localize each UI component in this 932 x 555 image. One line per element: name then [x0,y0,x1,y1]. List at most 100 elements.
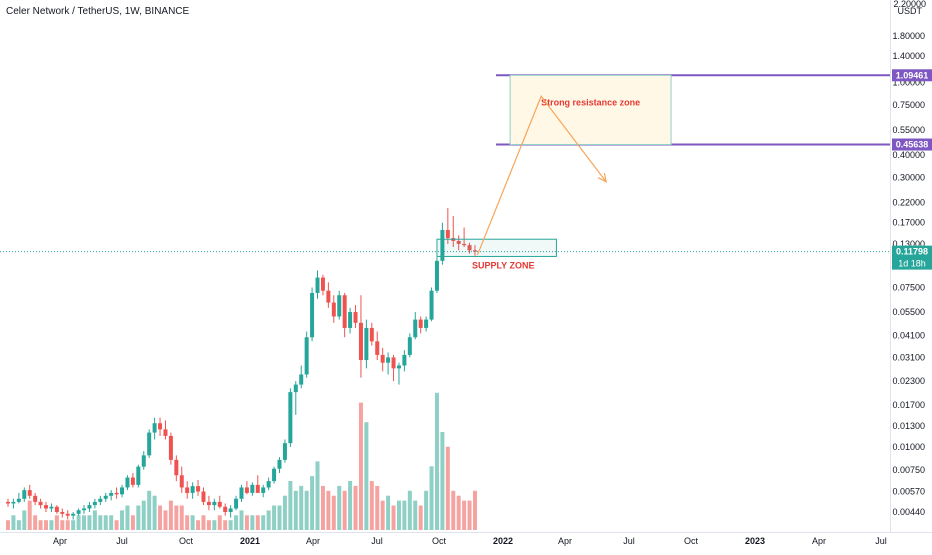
y-tick-label-0: 1.80000 [892,31,925,41]
volume-bar [217,515,222,530]
y-tick-label-6: 0.30000 [892,173,925,183]
candle-body [358,322,363,361]
volume-bar [234,515,239,530]
candle-body [217,501,222,507]
volume-bar [11,515,16,530]
candle-body [185,487,190,493]
x-tick-label-9: Jul [623,536,635,546]
candle-body [120,487,125,495]
candle-body [348,312,353,328]
candle-body [375,341,380,355]
volume-bar [429,466,434,530]
chart-title: Celer Network / TetherUS, 1W, BINANCE [6,6,190,17]
candle-body [255,484,260,493]
volume-bar [304,490,309,530]
volume-bar [98,515,103,530]
volume-bar [451,490,456,530]
candle-body [261,487,266,493]
candle-body [223,506,228,512]
volume-bar [315,461,320,530]
y-tick-label-9: 0.13000 [892,239,925,249]
volume-bar [179,505,184,530]
volume-bar [358,402,363,530]
resistance-price-badge [892,69,932,82]
candle-body [407,337,412,355]
candle-body [98,498,103,502]
volume-bar [456,495,461,530]
candle-body [402,354,407,366]
last-price-label: 0.11798 [896,247,928,257]
x-tick-label-5: Jul [371,536,383,546]
candle-body [342,295,347,328]
volume-bar [462,500,467,530]
candle-body [310,292,315,338]
candle-body [60,512,65,514]
volume-bar [60,520,65,530]
candle-body [65,513,70,516]
candle-body [326,290,331,303]
candle-body [277,459,282,469]
candle-body [299,374,304,385]
candle-body [125,477,130,488]
candle-body [190,486,195,493]
y-tick-label-14: 0.02300 [892,376,925,386]
candle-body [168,435,173,460]
candle-body [163,429,168,436]
candle-body [152,423,157,433]
volume-bar [293,490,298,530]
volume-bar [250,515,255,530]
volume-bar [380,500,385,530]
volume-bar [413,500,418,530]
y-tick-label-3: 0.75000 [892,100,925,110]
volume-bar [163,510,168,530]
volume-bar [424,490,429,530]
candle-body [82,508,87,511]
countdown-label: 1d 18h [898,259,926,269]
candle-body [212,501,217,506]
volume-bar [152,495,157,530]
x-tick-label-12: Apr [812,536,826,546]
resistance-zone-label: Strong resistance zone [541,97,640,107]
volume-bar [158,505,163,530]
volume-bar [396,500,401,530]
volume-bar [71,520,76,530]
x-tick-label-2: Oct [179,536,194,546]
volume-bar [228,520,233,530]
y-tick-label-4: 0.55000 [892,125,925,135]
candle-body [434,260,439,291]
y-tick-label-top: 2.20000 [893,0,926,9]
candle-body [462,243,467,246]
volume-bar [92,510,97,530]
volume-bar [342,490,347,530]
volume-bar [147,490,152,530]
volume-bar [331,495,336,530]
volume-bar [120,510,125,530]
candle-body [179,475,184,488]
x-tick-label-11: 2023 [745,536,765,546]
volume-bar [320,485,325,530]
volume-bar [223,520,228,530]
x-tick-label-7: 2022 [493,536,513,546]
x-tick-label-0: Apr [53,536,67,546]
candle-body [201,491,206,502]
candle-body [244,487,249,493]
resistance-zone-box [509,74,672,146]
candle-body [418,319,423,328]
volume-bar [364,422,369,530]
volume-bar [467,500,472,530]
volume-bar [87,515,92,530]
volume-bar [391,505,396,530]
volume-bar [261,515,266,530]
candle-body [353,312,358,323]
y-tick-label-12: 0.04100 [892,330,925,340]
volume-bar [44,520,49,530]
volume-bar [472,490,477,530]
candle-body [206,501,211,506]
volume-bar [174,505,179,530]
volume-bar [54,515,59,530]
volume-bar [407,490,412,530]
volume-bar [418,505,423,530]
candle-body [11,501,16,504]
